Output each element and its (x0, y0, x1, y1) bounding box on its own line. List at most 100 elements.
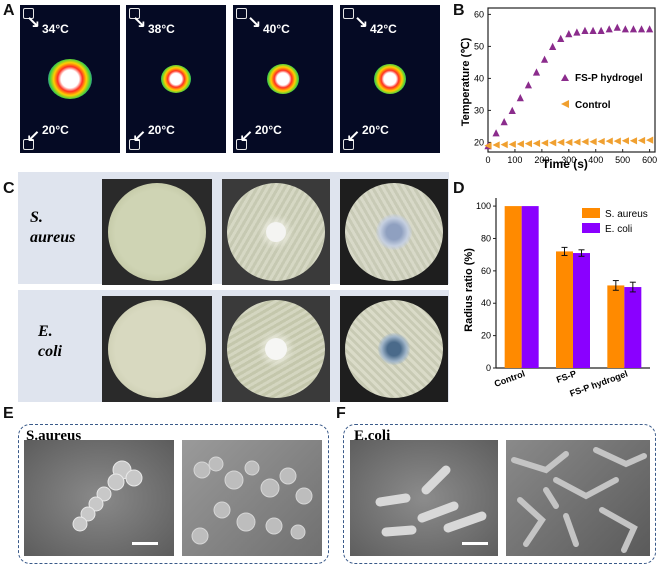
data-point-fs-p-hydrogel (605, 25, 613, 33)
plate-e-coli-fs-p-hydrogel (340, 296, 448, 402)
category-label: FS-P hydrogel (568, 368, 629, 398)
sem-panel-f (343, 424, 656, 564)
legend-swatch-e-coli (582, 223, 600, 233)
plate-s-aureus-control (102, 179, 212, 285)
data-point-control (613, 137, 621, 145)
data-point-control (637, 136, 646, 145)
y-tick-label: 80 (481, 233, 491, 243)
data-point-fs-p-hydrogel (540, 55, 549, 63)
thermal-bottom-temp: 20°C (362, 123, 389, 137)
thermal-top-temp: 34°C (42, 22, 69, 36)
legend-marker-fs-p (561, 74, 569, 81)
sem-image-s-aureus-2 (182, 440, 322, 556)
panel-label-c: C (3, 180, 15, 197)
x-axis-label: Time (s) (542, 157, 588, 171)
y-tick-label: 60 (481, 266, 491, 276)
category-label: Control (493, 368, 526, 388)
y-tick-label: 30 (474, 105, 484, 115)
data-point-control (484, 142, 492, 150)
bar-s-aureus (607, 285, 625, 368)
scale-bar (132, 542, 158, 545)
x-tick-label: 0 (485, 155, 490, 165)
bar-e-coli (521, 206, 539, 368)
x-tick-label: 200 (534, 155, 549, 165)
plate-row-label-s-aureus: S. aureus (30, 208, 75, 248)
category-label: FS-P (555, 368, 578, 384)
panel-label-b: B (453, 2, 465, 19)
data-point-fs-p-hydrogel (500, 118, 508, 126)
data-point-fs-p-hydrogel (589, 26, 597, 34)
data-point-fs-p-hydrogel (597, 26, 605, 34)
panel-label-a: A (3, 2, 15, 19)
temperature-chart: 0 100 200 300 400 500 600 20 30 40 50 60 Time (s) T… (460, 7, 657, 171)
panel-label-d: D (453, 180, 465, 197)
data-point-fs-p-hydrogel (629, 25, 638, 33)
data-point-fs-p-hydrogel (621, 25, 629, 33)
sem-panel-e (18, 424, 329, 564)
thermal-top-temp: 38°C (148, 22, 175, 36)
thermal-bottom-temp: 20°C (255, 123, 282, 137)
data-point-control (581, 138, 589, 146)
data-point-fs-p-hydrogel (492, 129, 500, 137)
plate-label-line1: E. (38, 323, 53, 340)
plot-frame (487, 7, 656, 153)
bar-s-aureus (504, 206, 522, 368)
thermal-top-temp: 42°C (370, 22, 397, 36)
legend-label-fs-p: FS-P hydrogel (575, 73, 643, 84)
data-point-control (532, 139, 541, 147)
data-point-control (597, 137, 605, 146)
plate-s-aureus-fs-p-hydrogel (340, 179, 448, 285)
thermal-image-2: ↘ 38°C ↙ 20°C (126, 5, 226, 153)
data-point-fs-p-hydrogel (646, 25, 654, 33)
legend-label-s-aureus: S. aureus (605, 209, 648, 220)
plate-e-coli-control (102, 296, 212, 402)
y-tick-label: 0 (486, 363, 491, 373)
legend-label-control: Control (575, 100, 611, 111)
y-axis-label: Radius ratio (%) (463, 248, 475, 332)
legend-label-e-coli: E. coli (605, 224, 632, 235)
thermal-image-1: ↘ 34°C ↙ 20°C (20, 5, 120, 153)
thermal-image-4: ↘ 42°C ↙ 20°C (340, 5, 440, 153)
legend-marker-control (561, 100, 569, 108)
thermal-bottom-temp: 20°C (148, 123, 175, 137)
sem-image-e-coli-1 (350, 440, 498, 556)
plate-label-line2: coli (38, 343, 62, 360)
data-point-control (573, 138, 581, 146)
data-point-fs-p-hydrogel (637, 25, 646, 33)
y-tick-label: 20 (474, 137, 484, 147)
bar-s-aureus (556, 251, 573, 368)
data-point-control (516, 140, 524, 148)
x-tick-label: 600 (642, 155, 657, 165)
plate-row-label-e-coli: E. coli (38, 322, 62, 362)
thermal-top-temp: 40°C (263, 22, 290, 36)
x-tick-label: 400 (588, 155, 603, 165)
plate-label-line2: aureus (30, 229, 76, 246)
data-point-fs-p-hydrogel (516, 94, 524, 102)
y-tick-label: 40 (474, 73, 484, 83)
data-point-control (646, 136, 654, 144)
legend-swatch-s-aureus (582, 208, 600, 218)
thermal-bottom-temp: 20°C (42, 123, 69, 137)
y-tick-label: 60 (474, 9, 484, 19)
thermal-image-3: ↘ 40°C ↙ 20°C (233, 5, 333, 153)
panel-label-e: E (3, 405, 14, 422)
data-point-control (524, 140, 533, 148)
data-point-control (549, 139, 557, 147)
panel-label-f: F (336, 405, 346, 422)
plate-e-coli-fs-p (222, 296, 330, 402)
y-tick-label: 50 (474, 41, 484, 51)
data-point-control (629, 137, 638, 145)
bar-e-coli (624, 287, 642, 368)
data-point-fs-p-hydrogel (532, 68, 541, 76)
plate-label-line1: S. (30, 209, 43, 226)
x-tick-label: 300 (561, 155, 576, 165)
data-point-control (621, 137, 629, 145)
data-point-fs-p-hydrogel (557, 34, 565, 42)
data-point-control (605, 137, 613, 145)
plate-s-aureus-fs-p (222, 179, 330, 285)
y-tick-label: 40 (481, 298, 491, 308)
data-point-control (540, 139, 549, 147)
data-point-control (492, 141, 500, 149)
data-point-control (500, 141, 508, 149)
sem-image-e-coli-2 (506, 440, 650, 556)
